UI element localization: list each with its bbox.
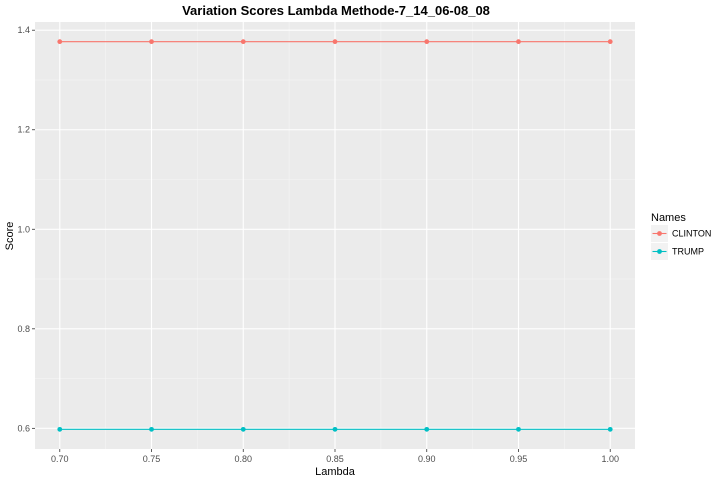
legend-point-clinton <box>657 231 662 236</box>
chart-title: Variation Scores Lambda Methode-7_14_06-… <box>182 3 490 18</box>
data-point-trump <box>424 426 430 432</box>
data-point-trump <box>607 426 613 432</box>
data-point-clinton <box>424 39 430 45</box>
data-point-trump <box>332 426 338 432</box>
y-axis-title: Score <box>4 222 16 251</box>
data-point-trump <box>57 426 63 432</box>
data-point-clinton <box>240 39 246 45</box>
legend-point-trump <box>657 249 662 254</box>
data-point-clinton <box>516 39 521 45</box>
x-tick-label: 0.95 <box>510 454 528 464</box>
x-tick-label: 0.90 <box>418 454 436 464</box>
data-point-trump <box>149 426 154 432</box>
data-point-clinton <box>149 39 154 45</box>
data-point-clinton <box>607 39 613 45</box>
series-layer <box>57 39 613 432</box>
y-tick-label: 1.0 <box>17 224 30 234</box>
legend-label-trump: TRUMP <box>672 247 704 257</box>
y-tick-label: 0.8 <box>17 324 30 334</box>
x-tick-label: 0.80 <box>234 454 252 464</box>
x-tick-label: 0.70 <box>51 454 69 464</box>
data-point-trump <box>240 426 246 432</box>
x-tick-label: 1.00 <box>601 454 619 464</box>
x-axis-ticks: 0.70 0.75 0.80 0.85 0.90 0.95 1.00 <box>51 449 619 464</box>
y-tick-label: 1.4 <box>17 25 30 35</box>
data-point-clinton <box>57 39 63 45</box>
legend-label-clinton: CLINTON <box>672 229 711 239</box>
data-point-trump <box>516 426 521 432</box>
legend: Names CLINTON TRUMP <box>651 212 711 260</box>
data-point-clinton <box>332 39 338 45</box>
x-tick-label: 0.85 <box>326 454 344 464</box>
y-axis-ticks: 0.6 0.8 1.0 1.2 1.4 <box>17 25 35 433</box>
x-axis-title: Lambda <box>315 466 356 478</box>
y-tick-label: 0.6 <box>17 423 30 433</box>
x-tick-label: 0.75 <box>143 454 161 464</box>
legend-title: Names <box>651 212 686 224</box>
y-tick-label: 1.2 <box>17 125 30 135</box>
